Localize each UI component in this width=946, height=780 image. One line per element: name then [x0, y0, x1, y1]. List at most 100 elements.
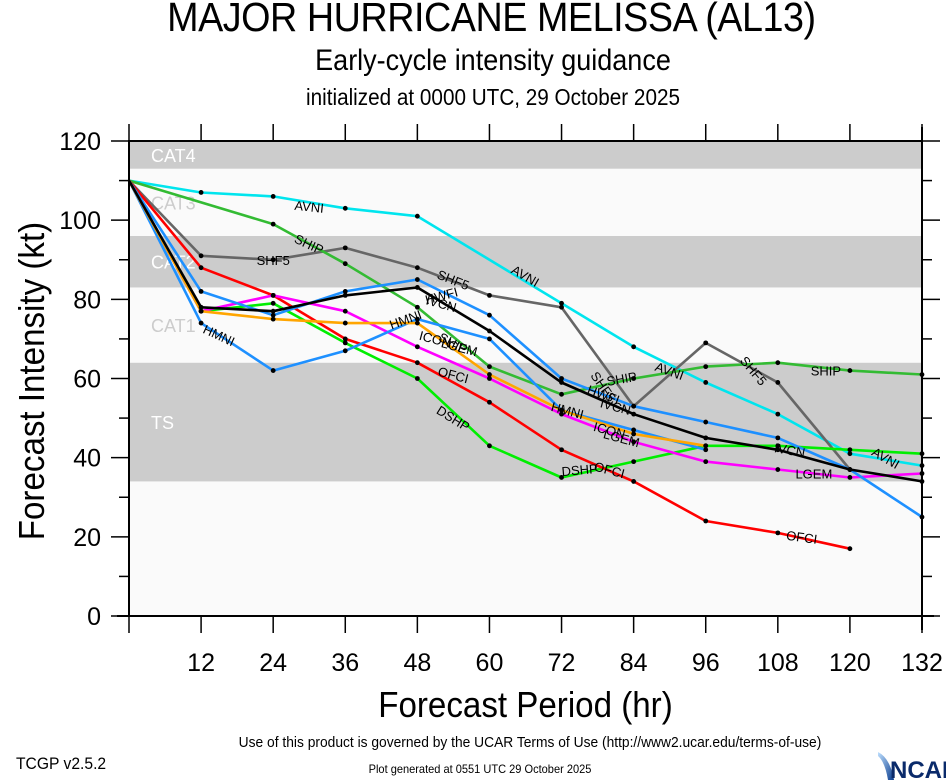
- data-point-ivcn: [847, 467, 853, 472]
- data-point-avni: [270, 194, 276, 199]
- data-point-hwfi: [487, 312, 492, 318]
- band-cat2: [129, 236, 922, 288]
- data-point-ship: [775, 360, 781, 366]
- data-point-ship: [487, 364, 492, 370]
- band-label-cat4: CAT4: [151, 146, 196, 166]
- data-point-avni: [847, 451, 853, 457]
- data-point-hwfi: [559, 376, 564, 381]
- data-point-shf5: [775, 380, 781, 385]
- series-label-dshp: DSHP: [561, 461, 598, 479]
- data-point-hmni: [414, 316, 420, 322]
- generated-time-label: Plot generated at 0551 UTC 29 October 20…: [368, 762, 592, 776]
- data-point-hwfi: [198, 289, 204, 294]
- data-point-ofci: [198, 265, 204, 271]
- data-point-lgem: [631, 439, 637, 445]
- data-point-lgem: [414, 344, 420, 350]
- data-point-lgem: [342, 308, 348, 314]
- data-point-dshp: [414, 376, 420, 381]
- band-label-ts: TS: [151, 413, 174, 433]
- data-point-avni: [703, 380, 709, 385]
- data-point-icon: [631, 431, 637, 437]
- data-point-hmni: [270, 368, 276, 373]
- data-point-icon: [703, 443, 709, 449]
- data-point-icon: [559, 407, 564, 413]
- ncar-logo-text: NCAR: [890, 757, 946, 780]
- band-cat3: [129, 168, 922, 236]
- x-tick-label: 72: [548, 649, 576, 677]
- data-point-ofci: [342, 336, 348, 342]
- version-label: TCGP v2.5.2: [16, 754, 107, 773]
- series-line-dshp: [127, 179, 923, 479]
- data-point-ivcn: [703, 435, 709, 441]
- ncar-swoosh-icon: [878, 752, 894, 780]
- data-point-lgem: [775, 467, 781, 472]
- data-point-ofci: [487, 399, 492, 405]
- series-label-lgem: LGEM: [795, 467, 832, 482]
- y-tick-label: 120: [59, 128, 101, 156]
- data-point-dshp: [559, 475, 564, 480]
- y-axis-label: Forecast Intensity (kt): [11, 221, 52, 541]
- data-point-ivcn: [775, 447, 781, 453]
- data-point-avni: [559, 300, 564, 306]
- x-tick-label: 36: [331, 649, 359, 677]
- data-point-shf5: [342, 245, 348, 251]
- data-point-shf5: [559, 304, 564, 310]
- data-point-hwfi: [631, 403, 637, 409]
- data-point-dshp: [270, 300, 276, 306]
- terms-of-use-note: Use of this product is governed by the U…: [238, 734, 822, 751]
- data-point-ivcn: [487, 328, 492, 334]
- data-point-lgem: [559, 411, 564, 417]
- data-point-ofci: [414, 360, 420, 366]
- data-point-dshp: [487, 443, 492, 449]
- data-point-ship: [847, 368, 853, 373]
- x-tick-label: 60: [476, 649, 504, 677]
- data-point-hwfi: [414, 277, 420, 282]
- data-point-dshp: [342, 340, 348, 346]
- x-tick-label: 96: [692, 649, 720, 677]
- data-point-shf5: [270, 257, 276, 263]
- data-point-lgem: [270, 292, 276, 298]
- band-label-cat1: CAT1: [151, 316, 196, 336]
- data-point-avni: [198, 190, 204, 195]
- x-tick-label: 132: [901, 649, 943, 677]
- band-cat4: [129, 141, 922, 169]
- y-tick-label: 60: [73, 366, 101, 394]
- data-point-lgem: [703, 459, 709, 465]
- data-point-ofci: [559, 447, 564, 453]
- band-below-ts: [129, 481, 922, 616]
- data-point-hmni: [342, 348, 348, 354]
- series-label-ship: SHIP: [605, 369, 637, 389]
- series-label-ship: SHIP: [811, 364, 841, 379]
- x-tick-label: 108: [757, 649, 799, 677]
- data-point-hwfi: [775, 435, 781, 441]
- data-point-hwfi: [342, 289, 348, 294]
- data-point-lgem: [847, 475, 853, 480]
- data-point-ship: [342, 261, 348, 267]
- x-tick-label: 24: [259, 649, 287, 677]
- data-point-ivcn: [342, 292, 348, 298]
- data-point-dshp: [631, 459, 637, 465]
- data-point-ivcn: [631, 411, 637, 417]
- data-point-ship: [631, 376, 637, 381]
- data-point-ship: [270, 221, 276, 227]
- chart-title: MAJOR HURRICANE MELISSA (AL13): [167, 0, 816, 40]
- x-tick-label: 120: [829, 649, 871, 677]
- data-point-hmni: [703, 447, 709, 453]
- chart-subtitle: Early-cycle intensity guidance: [315, 44, 671, 77]
- ncar-logo: NCAR: [878, 752, 946, 780]
- x-tick-label: 84: [620, 649, 648, 677]
- series-label-avni: AVNI: [294, 198, 325, 216]
- x-tick-label: 12: [187, 649, 215, 677]
- series-label-ivcn: IVCN: [773, 440, 806, 460]
- data-point-shf5: [487, 292, 492, 298]
- axes: 0 20 40 60 80 100 120 12 24 36 48 60 72 84 96 108 120 132: [59, 124, 943, 677]
- x-axis-label: Forecast Period (hr): [378, 684, 673, 725]
- data-point-dshp: [775, 443, 781, 449]
- data-point-hwfi: [270, 312, 276, 318]
- data-point-ofci: [631, 479, 637, 484]
- series-label-ofci: OFCI: [785, 528, 818, 547]
- data-point-ivcn: [414, 285, 420, 290]
- data-point-ship: [559, 391, 564, 397]
- data-point-shf5: [703, 340, 709, 346]
